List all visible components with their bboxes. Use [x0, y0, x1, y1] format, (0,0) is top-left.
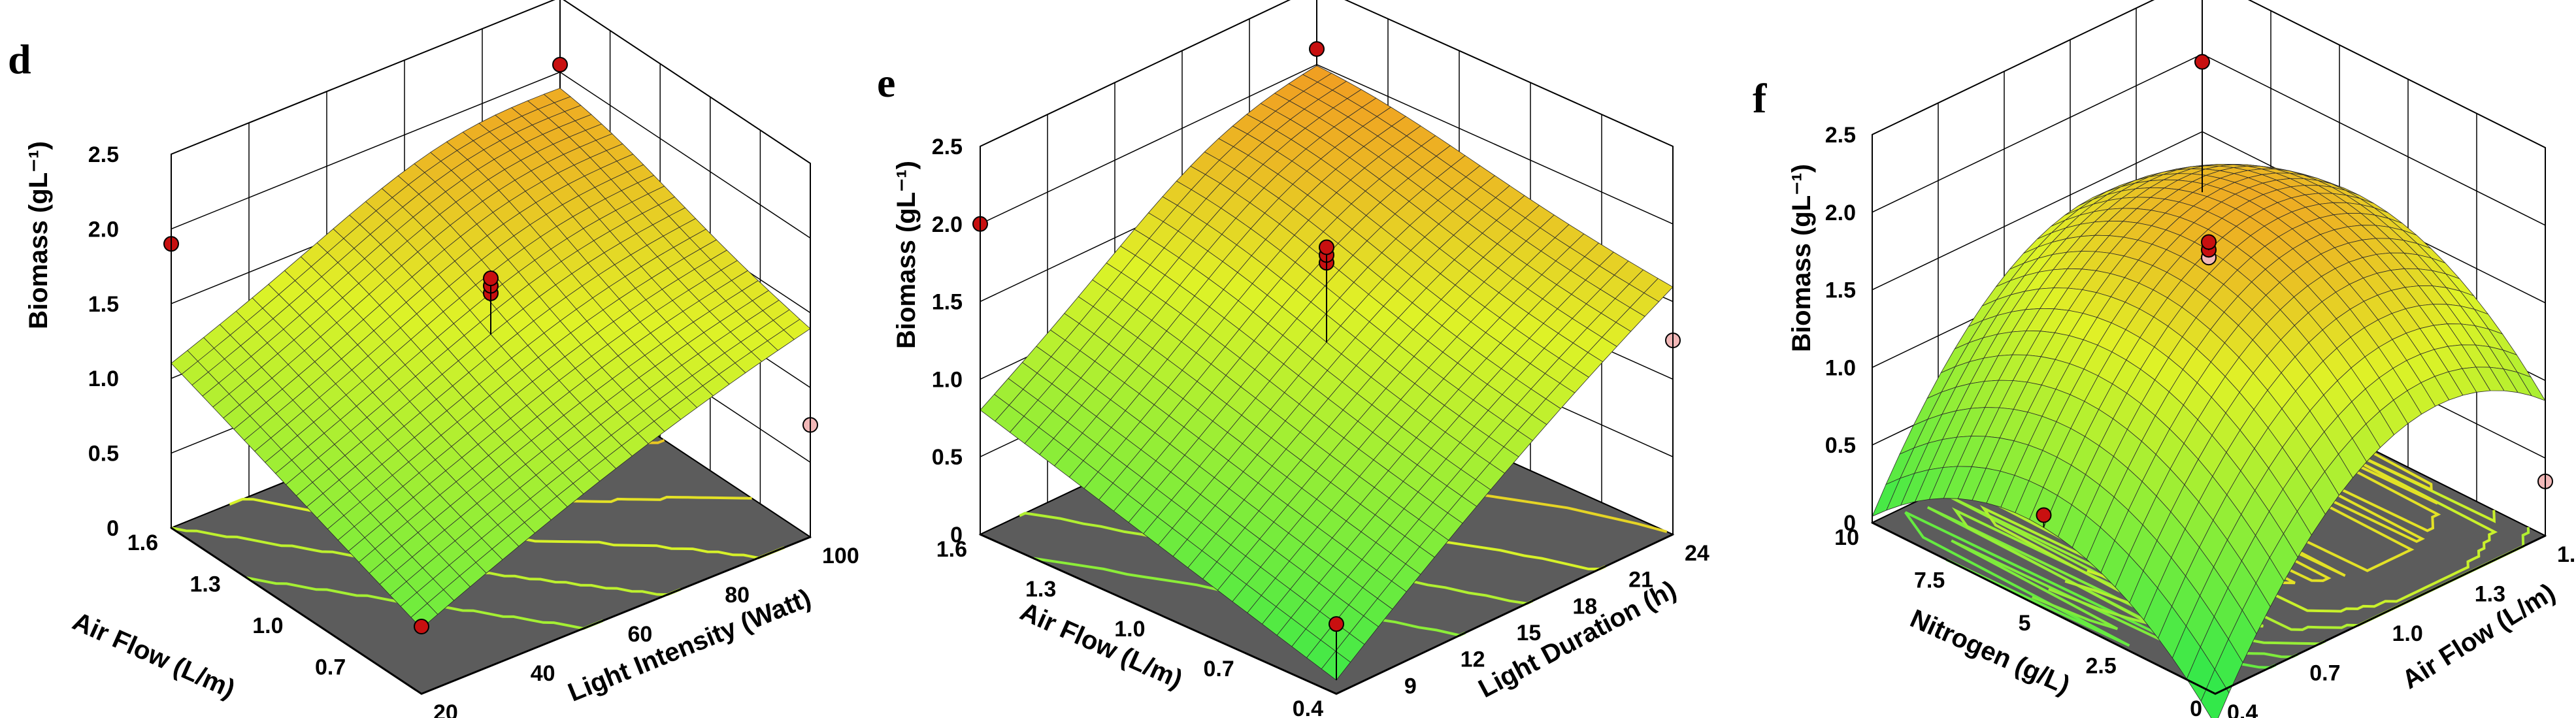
- x-tick-label: 1.3: [2475, 582, 2505, 607]
- z-tick-label: 0: [950, 523, 963, 547]
- z-axis-title: Biomass (gL⁻¹): [24, 141, 53, 329]
- y-tick-label: 7.5: [1914, 568, 1945, 593]
- y-tick-label: 0.7: [315, 655, 346, 680]
- z-tick-label: 1.5: [932, 290, 963, 315]
- wall-grid-line: [1872, 0, 2546, 148]
- z-tick-label: 1.5: [1825, 278, 1856, 303]
- z-tick-label: 1.0: [932, 367, 963, 392]
- y-tick-label: 2.5: [2085, 654, 2116, 679]
- z-tick-label: 2.5: [932, 135, 963, 159]
- panel-e: 0 0.5 1.0 1.5 2.0 2.5 Biomass (gL⁻¹) 9 12 15 18 21 2…: [877, 0, 1709, 718]
- z-tick-label: 1.5: [88, 292, 119, 317]
- x-tick-label: 40: [531, 661, 555, 686]
- design-point: [1329, 616, 1344, 632]
- panel-f: 0 0.5 1.0 1.5 2.0 2.5 Biomass (gL⁻¹) 0.4 0.7 1.0 1…: [1753, 0, 2576, 718]
- x-tick-label: 1.0: [2392, 621, 2423, 646]
- z-axis: 0 0.5 1.0 1.5 2.0 2.5 Biomass (gL⁻¹): [892, 135, 963, 547]
- wall-grid-line: [171, 0, 811, 164]
- z-tick-label: 2.0: [88, 217, 119, 242]
- y-tick-label: 0.4: [1293, 696, 1323, 718]
- response-surface: [171, 88, 811, 629]
- y-axis-title: Air Flow (L/m): [69, 607, 239, 704]
- box-edge: [980, 533, 1674, 695]
- z-axis: 0 0.5 1.0 1.5 2.0 2.5 Biomass (gL⁻¹): [1787, 123, 1856, 536]
- z-tick-label: 0.5: [932, 445, 963, 470]
- y-tick-label: 1.0: [1114, 617, 1145, 642]
- panel-label: f: [1753, 75, 1767, 122]
- design-point: [2194, 54, 2210, 70]
- design-point: [483, 270, 499, 287]
- x-tick-label: 0.7: [2309, 661, 2340, 686]
- x-tick-label: 0.4: [2227, 700, 2258, 718]
- x-tick-label: 80: [725, 583, 750, 608]
- x-tick-label: 9: [1404, 674, 1417, 698]
- design-point: [1319, 239, 1334, 255]
- z-tick-label: 0.5: [1825, 433, 1856, 458]
- y-tick-label: 1.3: [190, 572, 220, 597]
- design-point: [552, 56, 568, 73]
- design-point: [414, 619, 429, 635]
- design-point: [2036, 507, 2052, 523]
- z-tick-label: 1.0: [1825, 355, 1856, 380]
- y-tick-label: 1.6: [127, 530, 158, 555]
- x-tick-label: 12: [1461, 647, 1485, 672]
- z-tick-label: 1.0: [88, 367, 119, 391]
- contour-line: [1926, 506, 2299, 659]
- box-edge: [171, 527, 811, 695]
- design-point: [1309, 41, 1325, 57]
- box-edge: [1872, 521, 2546, 695]
- y-tick-label: 0.7: [1203, 657, 1234, 681]
- response-surface: [1872, 163, 2546, 718]
- contour-line: [1904, 511, 2277, 669]
- design-points: [2036, 54, 2553, 528]
- z-tick-label: 2.0: [1825, 201, 1856, 225]
- x-tick-label: 1.6: [2557, 542, 2576, 567]
- x-tick-label: 18: [1572, 594, 1597, 619]
- x-tick-label: 24: [1685, 541, 1709, 566]
- panel-label: e: [877, 59, 895, 106]
- x-tick-label: 60: [628, 622, 653, 647]
- z-tick-label: 2.5: [88, 142, 119, 167]
- z-tick-label: 2.5: [1825, 123, 1856, 148]
- x-tick-label: 20: [433, 700, 458, 718]
- x-tick-label: 15: [1517, 621, 1542, 645]
- design-point: [2201, 234, 2217, 250]
- y-tick-label: 1.0: [252, 613, 283, 638]
- z-tick-label: 0: [1843, 511, 1856, 536]
- z-axis: 0 0.5 1.0 1.5 2.0 2.5 Biomass (gL⁻¹): [24, 141, 119, 541]
- y-tick-label: 0: [2190, 696, 2202, 718]
- y-tick-label: 1.3: [1025, 577, 1056, 602]
- z-axis-title: Biomass (gL⁻¹): [892, 161, 921, 349]
- y-tick-label: 5: [2019, 611, 2031, 636]
- z-tick-label: 0: [107, 516, 119, 541]
- y-tick-label: 10: [1834, 525, 1859, 550]
- z-tick-label: 0.5: [88, 442, 119, 466]
- x-tick-label: 21: [1628, 568, 1653, 593]
- wall-grid-line: [980, 0, 1674, 147]
- y-axis-title: Nitrogen (g/L): [1906, 604, 2074, 700]
- z-tick-label: 2.0: [932, 212, 963, 237]
- x-tick-label: 100: [822, 544, 859, 568]
- z-axis-title: Biomass (gL⁻¹): [1787, 164, 1816, 352]
- panel-label: d: [8, 36, 31, 82]
- y-tick-label: 1.6: [936, 537, 967, 562]
- panel-d: 0 0.5 1.0 1.5 2.0 2.5 Biomass (gL⁻¹) 20 40 60 80 10…: [8, 0, 859, 718]
